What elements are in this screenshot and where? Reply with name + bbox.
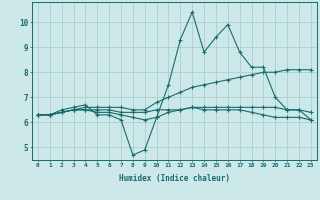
X-axis label: Humidex (Indice chaleur): Humidex (Indice chaleur) xyxy=(119,174,230,183)
